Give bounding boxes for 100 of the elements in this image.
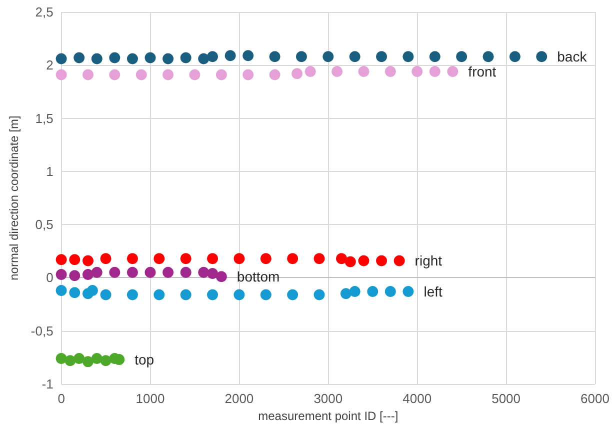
point xyxy=(384,286,396,298)
point xyxy=(216,271,227,282)
point xyxy=(234,289,245,300)
y-tick-label: 2,5 xyxy=(35,4,54,20)
point xyxy=(358,255,370,266)
point xyxy=(56,269,67,280)
point xyxy=(154,289,165,300)
point xyxy=(322,51,334,62)
point xyxy=(336,253,347,264)
point xyxy=(536,51,548,62)
y-tick-label: -0,5 xyxy=(30,323,54,338)
point xyxy=(189,69,200,80)
point xyxy=(69,270,80,282)
x-tick-label: 0 xyxy=(58,391,65,406)
point xyxy=(56,53,67,64)
point xyxy=(100,355,112,366)
point xyxy=(180,253,192,264)
point xyxy=(162,266,174,278)
point xyxy=(234,253,245,264)
point xyxy=(162,69,174,80)
point xyxy=(91,352,102,364)
point xyxy=(340,288,352,300)
point xyxy=(384,66,396,78)
point xyxy=(69,254,80,266)
point xyxy=(207,253,218,264)
point xyxy=(304,66,316,78)
point xyxy=(86,284,98,296)
point xyxy=(344,256,356,268)
point xyxy=(69,287,80,298)
point xyxy=(207,268,218,279)
point xyxy=(126,289,138,300)
point xyxy=(198,53,210,64)
y-tick-label: -1 xyxy=(42,376,54,392)
point xyxy=(349,286,360,298)
point xyxy=(207,289,218,300)
point xyxy=(296,51,307,62)
point xyxy=(242,69,254,80)
x-tick-label: 2000 xyxy=(224,391,254,406)
point xyxy=(82,356,94,368)
point xyxy=(260,253,272,264)
point xyxy=(126,266,138,278)
point xyxy=(260,289,272,300)
point xyxy=(314,289,325,300)
point xyxy=(74,52,85,64)
point xyxy=(367,286,378,298)
point xyxy=(287,253,298,264)
point xyxy=(91,53,102,64)
point xyxy=(358,66,370,78)
y-axis-title: normal direction coordinate [m] xyxy=(7,116,21,280)
point xyxy=(109,266,120,278)
point xyxy=(82,269,94,280)
point xyxy=(109,69,120,80)
point xyxy=(242,50,254,62)
point xyxy=(429,66,440,78)
point xyxy=(224,50,236,62)
point xyxy=(402,51,414,62)
point xyxy=(82,69,94,80)
x-tick-label: 4000 xyxy=(402,391,432,406)
x-axis-title: measurement point ID [---] xyxy=(258,408,398,423)
point xyxy=(180,266,192,278)
point xyxy=(144,266,156,278)
point xyxy=(91,266,102,278)
point xyxy=(180,289,192,300)
x-tick-label: 1000 xyxy=(136,391,165,406)
point xyxy=(82,255,94,266)
point xyxy=(287,289,298,300)
point xyxy=(509,51,520,62)
point xyxy=(456,51,468,62)
series-label: right xyxy=(414,252,442,269)
point xyxy=(269,69,280,80)
point xyxy=(109,52,120,64)
point xyxy=(56,254,67,266)
point xyxy=(394,255,405,266)
x-tick-label: 3000 xyxy=(314,391,343,406)
point xyxy=(482,51,494,62)
point xyxy=(198,266,210,278)
point xyxy=(429,51,440,62)
point xyxy=(447,66,458,78)
point xyxy=(180,52,192,64)
point xyxy=(56,352,67,364)
x-tick-label: 6000 xyxy=(580,391,610,406)
point xyxy=(376,255,388,266)
point xyxy=(332,66,343,78)
point xyxy=(216,69,227,80)
point xyxy=(154,253,165,264)
series-label: top xyxy=(134,352,154,368)
point xyxy=(376,51,388,62)
point xyxy=(269,51,280,62)
point xyxy=(100,289,112,300)
point xyxy=(162,53,174,64)
point xyxy=(126,253,138,264)
point xyxy=(144,52,156,64)
y-tick-label: 0 xyxy=(46,270,54,286)
point xyxy=(56,69,67,80)
series-label: back xyxy=(557,48,588,65)
point xyxy=(412,66,423,78)
point xyxy=(136,69,147,80)
point xyxy=(64,355,76,366)
point xyxy=(292,68,303,80)
point xyxy=(402,286,414,298)
